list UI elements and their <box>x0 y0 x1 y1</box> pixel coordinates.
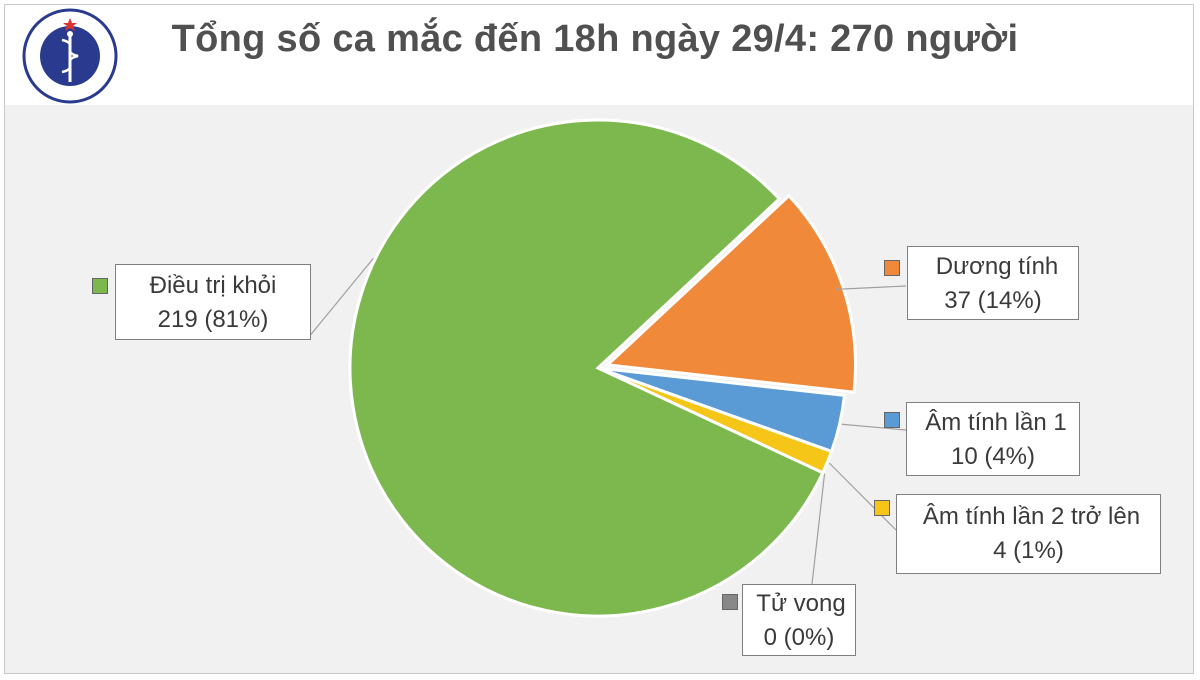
callout-duong-tinh: Dương tính 37 (14%) <box>907 246 1079 320</box>
legend-swatch <box>884 260 900 276</box>
callout-value: 10 (4%) <box>950 443 1036 470</box>
callout-name: Âm tính lần 1 <box>925 409 1067 436</box>
callout-tu-vong: Tử vong 0 (0%) <box>742 584 856 656</box>
leader-line <box>841 423 907 431</box>
callout-name: Âm tính lần 2 trở lên <box>922 503 1141 530</box>
callout-value: 4 (1%) <box>993 537 1064 564</box>
leader-line <box>811 473 826 585</box>
legend-swatch <box>92 278 108 294</box>
legend-swatch <box>722 594 738 610</box>
callout-am-tinh-lan-2: Âm tính lần 2 trở lên 4 (1%) <box>896 494 1161 574</box>
callout-name: Tử vong <box>756 590 846 617</box>
pie-slice <box>604 193 857 394</box>
callout-name: Dương tính <box>935 253 1059 280</box>
ministry-of-health-logo <box>22 8 118 104</box>
callout-name: Điều trị khỏi <box>149 272 277 299</box>
leader-line <box>307 258 374 339</box>
callout-dieu-tri-khoi: Điều trị khỏi 219 (81%) <box>115 264 311 340</box>
chart-title: Tổng số ca mắc đến 18h ngày 29/4: 270 ng… <box>171 18 1019 60</box>
pie-slice <box>348 118 825 618</box>
legend-swatch <box>884 412 900 428</box>
callout-am-tinh-lan-1: Âm tính lần 1 10 (4%) <box>906 402 1080 476</box>
callout-value: 0 (0%) <box>763 624 835 651</box>
leader-line <box>835 285 907 290</box>
leader-line <box>828 462 897 531</box>
callout-value: 37 (14%) <box>944 287 1042 314</box>
callout-value: 219 (81%) <box>157 306 269 333</box>
legend-swatch <box>874 500 890 516</box>
